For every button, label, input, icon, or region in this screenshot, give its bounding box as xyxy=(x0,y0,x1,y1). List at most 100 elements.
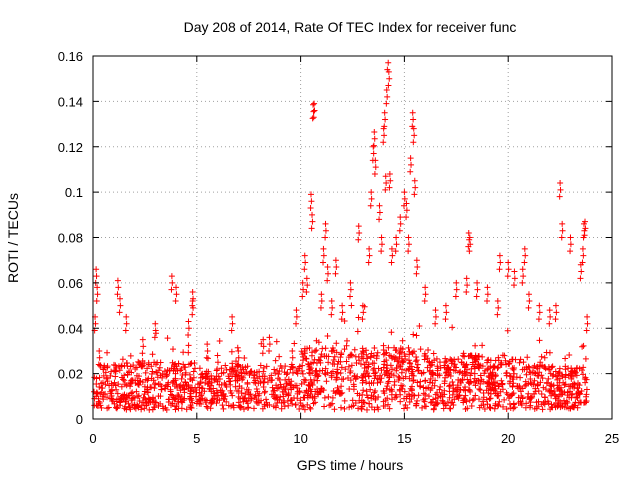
data-point xyxy=(338,316,345,323)
data-point xyxy=(546,320,553,327)
data-point xyxy=(317,304,324,311)
data-point xyxy=(114,277,121,284)
data-point xyxy=(340,376,347,383)
data-point xyxy=(490,364,497,371)
data-point xyxy=(216,397,223,404)
data-point xyxy=(432,313,439,320)
data-point xyxy=(550,371,557,378)
data-point xyxy=(275,384,282,391)
data-point xyxy=(197,380,204,387)
data-point xyxy=(471,370,478,377)
x-tick-labels: 0 5 10 15 20 25 xyxy=(89,431,619,446)
data-point xyxy=(240,406,247,413)
data-point xyxy=(234,361,241,368)
data-point xyxy=(505,266,512,273)
data-point xyxy=(463,361,470,368)
data-point xyxy=(466,234,473,241)
data-point xyxy=(478,376,485,383)
data-point xyxy=(415,368,422,375)
data-point xyxy=(153,399,160,406)
data-point xyxy=(501,396,508,403)
data-point xyxy=(558,234,565,241)
data-point xyxy=(314,371,321,378)
data-point xyxy=(385,68,392,75)
data-point xyxy=(550,382,557,389)
data-point xyxy=(517,374,524,381)
data-point xyxy=(294,384,301,391)
data-point xyxy=(333,349,340,356)
data-point xyxy=(421,298,428,305)
data-point xyxy=(347,377,354,384)
data-point xyxy=(409,109,416,116)
data-point xyxy=(289,347,296,354)
x-axis-label: GPS time / hours xyxy=(297,457,404,473)
data-point xyxy=(288,361,295,368)
data-point xyxy=(383,100,390,107)
data-point xyxy=(376,202,383,209)
data-point xyxy=(252,377,259,384)
data-point xyxy=(104,349,111,356)
data-point xyxy=(318,291,325,298)
data-point xyxy=(581,232,588,239)
data-point xyxy=(461,396,468,403)
data-point xyxy=(384,380,391,387)
data-point xyxy=(539,375,546,382)
data-point xyxy=(306,366,313,373)
data-point xyxy=(140,343,147,350)
data-point xyxy=(355,236,362,243)
data-point xyxy=(192,384,199,391)
data-point xyxy=(127,352,134,359)
data-point xyxy=(181,364,188,371)
data-point xyxy=(380,403,387,410)
data-point xyxy=(100,366,107,373)
data-point xyxy=(136,397,143,404)
data-point xyxy=(449,391,456,398)
data-point xyxy=(359,345,366,352)
data-point xyxy=(347,369,354,376)
data-point xyxy=(127,379,134,386)
data-point xyxy=(164,335,171,342)
data-point xyxy=(506,401,513,408)
data-point xyxy=(381,109,388,116)
data-point xyxy=(393,365,400,372)
data-point xyxy=(397,214,404,221)
data-point xyxy=(99,385,106,392)
data-point xyxy=(396,227,403,234)
data-point xyxy=(558,372,565,379)
data-point xyxy=(476,386,483,393)
data-point xyxy=(487,363,494,370)
data-point xyxy=(415,367,422,374)
y-axis-label: ROTI / TECUs xyxy=(5,193,21,283)
data-point xyxy=(356,229,363,236)
data-point xyxy=(169,279,176,286)
data-point xyxy=(330,388,337,395)
data-point xyxy=(128,390,135,397)
data-point xyxy=(427,362,434,369)
data-point xyxy=(100,372,107,379)
data-point xyxy=(276,376,283,383)
data-point xyxy=(544,379,551,386)
data-point xyxy=(552,400,559,407)
data-point xyxy=(511,404,518,411)
data-point xyxy=(567,372,574,379)
data-point xyxy=(494,403,501,410)
data-point xyxy=(570,404,577,411)
data-point xyxy=(206,386,213,393)
data-point xyxy=(445,364,452,371)
data-point xyxy=(421,353,428,360)
x-tick-label: 0 xyxy=(89,431,96,446)
data-point xyxy=(479,398,486,405)
data-point xyxy=(333,340,340,347)
data-point xyxy=(442,302,449,309)
data-point xyxy=(213,400,220,407)
data-point xyxy=(405,391,412,398)
data-point xyxy=(219,402,226,409)
data-point xyxy=(494,392,501,399)
data-point xyxy=(560,397,567,404)
data-point xyxy=(220,391,227,398)
data-point xyxy=(325,359,332,366)
data-point xyxy=(371,344,378,351)
data-point xyxy=(173,381,180,388)
data-point xyxy=(361,364,368,371)
data-point xyxy=(303,275,310,282)
